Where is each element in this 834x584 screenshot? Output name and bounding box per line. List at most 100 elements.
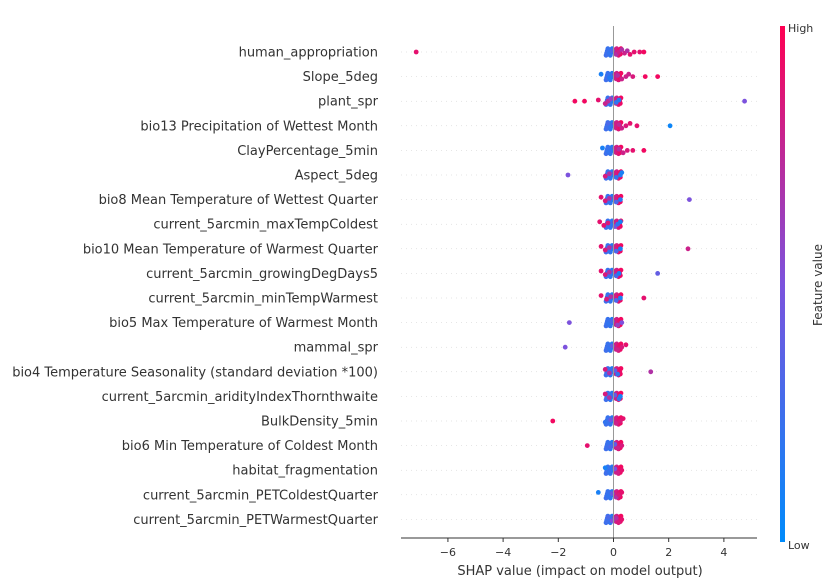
shap-point — [562, 344, 568, 350]
shap-point — [624, 48, 630, 54]
colorbar: High Low Feature value — [780, 22, 825, 552]
feature-label: current_5arcmin_aridityIndexThornthwaite — [102, 390, 378, 405]
shap-point — [617, 197, 623, 203]
shap-point — [655, 74, 661, 79]
shap-point — [608, 96, 614, 102]
shap-point — [620, 416, 626, 421]
feature-label: current_5arcmin_PETColdestQuarter — [143, 488, 379, 503]
shap-point — [413, 49, 419, 55]
shap-point — [613, 248, 619, 254]
shap-point — [608, 124, 614, 130]
x-tick-label: 0 — [610, 546, 617, 559]
shap-point — [617, 219, 623, 225]
shap-point — [619, 517, 625, 522]
feature-label: bio5 Max Temperature of Warmest Month — [109, 316, 378, 331]
shap-point — [613, 515, 619, 521]
shap-point — [742, 98, 747, 104]
colorbar-high-label: High — [788, 22, 813, 35]
shap-point — [627, 52, 633, 57]
shap-point — [619, 47, 625, 52]
shap-point — [608, 444, 614, 450]
shap-point — [615, 322, 621, 328]
shap-point — [602, 198, 608, 204]
shap-point — [595, 490, 601, 495]
shap-points — [413, 46, 747, 526]
shap-point — [606, 75, 612, 81]
shap-point — [606, 395, 612, 400]
colorbar-low-label: Low — [788, 539, 810, 552]
shap-point — [619, 170, 625, 176]
shap-point — [619, 344, 625, 350]
shap-point — [606, 196, 612, 201]
shap-point — [686, 197, 692, 203]
shap-point — [602, 419, 608, 425]
shap-point — [602, 272, 608, 277]
feature-label: current_5arcmin_PETWarmestQuarter — [133, 513, 378, 528]
shap-point — [626, 71, 632, 77]
shap-point — [616, 122, 622, 127]
shap-point — [602, 367, 608, 372]
shap-point — [619, 76, 625, 82]
shap-point — [566, 320, 572, 325]
shap-point — [613, 175, 619, 180]
shap-point — [602, 173, 608, 179]
feature-label: plant_spr — [318, 95, 379, 110]
shap-point — [602, 391, 608, 397]
x-tick-label: −6 — [440, 546, 456, 559]
shap-point — [597, 219, 603, 225]
feature-rows: human_appropriation Slope_5deg plant_sprbi… — [12, 46, 757, 528]
shap-point — [616, 271, 622, 276]
shap-point — [598, 268, 604, 274]
shap-point — [615, 445, 621, 451]
shap-point — [627, 121, 633, 126]
shap-point — [648, 369, 654, 375]
shap-point — [642, 74, 648, 79]
feature-label: bio10 Mean Temperature of Warmest Quarte… — [83, 242, 379, 257]
shap-point — [604, 296, 609, 302]
shap-point — [641, 148, 647, 153]
shap-point — [550, 418, 556, 424]
shap-point — [606, 245, 612, 251]
shap-point — [667, 123, 673, 129]
feature-label: bio4 Temperature Seasonality (standard d… — [12, 365, 378, 380]
shap-point — [613, 199, 619, 205]
shap-point — [619, 320, 625, 325]
shap-point — [598, 293, 604, 298]
shap-point — [605, 514, 611, 520]
shap-point — [619, 467, 625, 473]
colorbar-title: Feature value — [811, 244, 825, 326]
shap-point — [641, 49, 647, 55]
shap-point — [623, 342, 629, 348]
feature-label: bio6 Min Temperature of Coldest Month — [122, 439, 378, 454]
shap-point — [598, 244, 604, 249]
shap-point — [623, 123, 629, 129]
shap-point — [605, 121, 611, 126]
feature-label: BulkDensity_5min — [261, 415, 378, 430]
feature-label: Aspect_5deg — [295, 169, 378, 184]
shap-point — [634, 123, 640, 129]
shap-point — [601, 223, 607, 228]
shap-point — [624, 148, 630, 153]
shap-point — [582, 98, 587, 104]
colorbar-gradient — [780, 26, 785, 542]
feature-label: bio13 Precipitation of Wettest Month — [140, 119, 378, 134]
shap-point — [606, 370, 612, 376]
shap-point — [605, 220, 611, 226]
x-tick-label: −2 — [550, 546, 566, 559]
shap-point — [602, 247, 608, 253]
feature-label: ClayPercentage_5min — [237, 144, 378, 159]
shap-point — [630, 74, 636, 79]
shap-point — [613, 298, 619, 303]
shap-point — [615, 73, 621, 78]
shap-point — [606, 269, 612, 275]
shap-point — [617, 246, 623, 252]
shap-point — [613, 421, 619, 426]
shap-point — [605, 149, 611, 155]
shap-point — [602, 465, 608, 471]
feature-label: mammal_spr — [294, 341, 379, 356]
shap-point — [603, 126, 609, 132]
shap-point — [608, 417, 614, 423]
x-tick-label: 2 — [665, 546, 672, 559]
shap-point — [641, 295, 647, 301]
